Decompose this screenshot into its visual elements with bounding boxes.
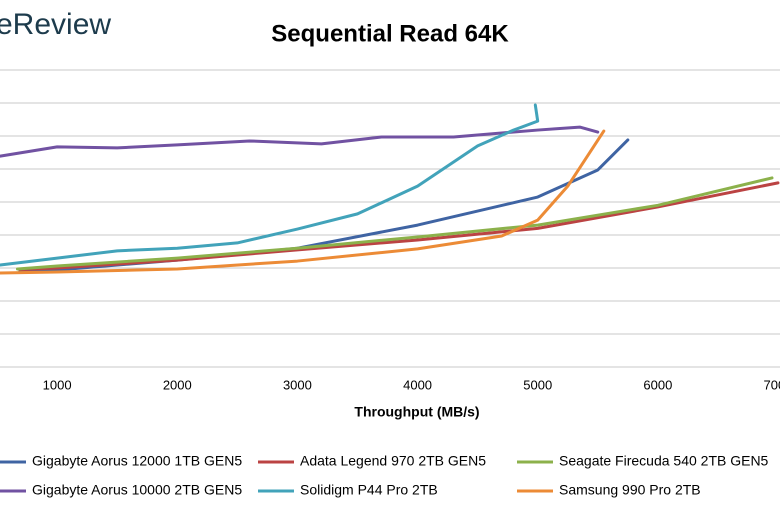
legend-label: Gigabyte Aorus 10000 2TB GEN5 (32, 482, 242, 498)
legend-label: Solidigm P44 Pro 2TB (300, 482, 438, 498)
legend-label: Adata Legend 970 2TB GEN5 (300, 453, 486, 469)
x-axis-label: Throughput (MB/s) (354, 404, 479, 420)
legend-label: Samsung 990 Pro 2TB (559, 482, 701, 498)
series-line (18, 181, 780, 272)
series-line (0, 103, 540, 267)
x-tick-label: 1000 (43, 377, 72, 392)
x-tick-label: 6000 (643, 377, 672, 392)
legend-label: Gigabyte Aorus 12000 1TB GEN5 (32, 453, 242, 469)
series-line (0, 125, 600, 158)
x-tick-label: 5000 (523, 377, 552, 392)
x-tick-label: 2000 (163, 377, 192, 392)
x-tick-label: 3000 (283, 377, 312, 392)
chart-title: Sequential Read 64K (271, 20, 509, 47)
legend-label: Seagate Firecuda 540 2TB GEN5 (559, 453, 769, 469)
x-tick-label: 7000 (764, 377, 780, 392)
series-line (18, 138, 630, 273)
x-tick-label: 4000 (403, 377, 432, 392)
logo: eReview (0, 8, 111, 41)
series-line (0, 129, 606, 275)
series-line (15, 176, 774, 271)
